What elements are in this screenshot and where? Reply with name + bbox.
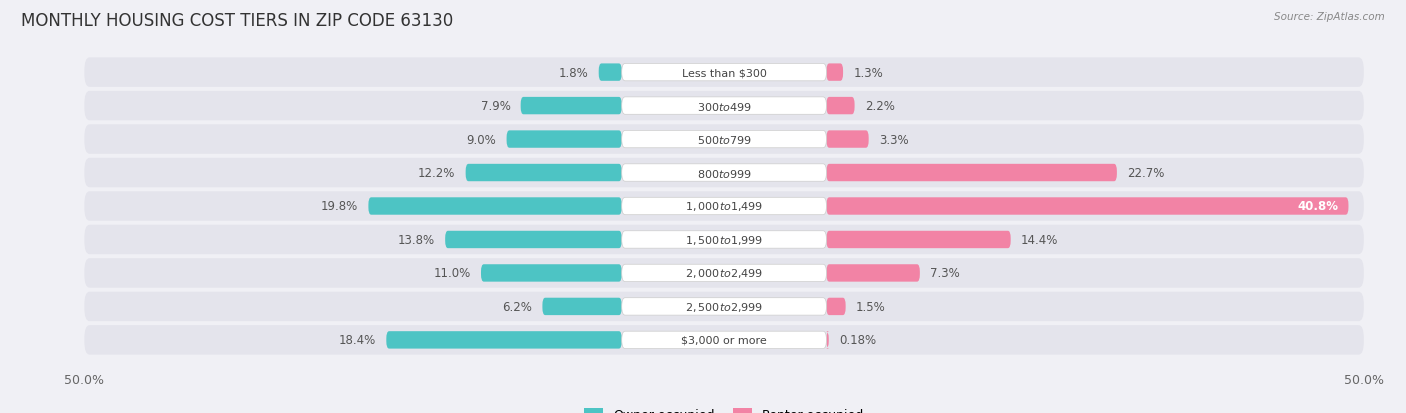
Text: 40.8%: 40.8%: [1298, 200, 1339, 213]
Text: MONTHLY HOUSING COST TIERS IN ZIP CODE 63130: MONTHLY HOUSING COST TIERS IN ZIP CODE 6…: [21, 12, 453, 30]
FancyBboxPatch shape: [599, 64, 621, 82]
Text: 12.2%: 12.2%: [418, 166, 456, 180]
Text: 7.3%: 7.3%: [931, 267, 960, 280]
FancyBboxPatch shape: [825, 331, 830, 349]
FancyBboxPatch shape: [621, 231, 827, 249]
FancyBboxPatch shape: [387, 331, 621, 349]
Text: Source: ZipAtlas.com: Source: ZipAtlas.com: [1274, 12, 1385, 22]
Text: Less than $300: Less than $300: [682, 68, 766, 78]
FancyBboxPatch shape: [621, 265, 827, 282]
FancyBboxPatch shape: [827, 298, 845, 316]
Text: 22.7%: 22.7%: [1128, 166, 1164, 180]
Text: 7.9%: 7.9%: [481, 100, 510, 113]
FancyBboxPatch shape: [827, 64, 844, 82]
FancyBboxPatch shape: [84, 292, 1364, 321]
Text: 14.4%: 14.4%: [1021, 233, 1059, 247]
FancyBboxPatch shape: [827, 198, 1348, 215]
Text: 19.8%: 19.8%: [321, 200, 359, 213]
Text: 0.18%: 0.18%: [839, 334, 876, 347]
Text: 1.8%: 1.8%: [558, 66, 589, 79]
Text: 1.3%: 1.3%: [853, 66, 883, 79]
Text: $3,000 or more: $3,000 or more: [682, 335, 766, 345]
Text: $2,500 to $2,999: $2,500 to $2,999: [685, 300, 763, 313]
FancyBboxPatch shape: [827, 231, 1011, 249]
FancyBboxPatch shape: [368, 198, 621, 215]
Text: $800 to $999: $800 to $999: [696, 167, 752, 179]
Text: $2,000 to $2,499: $2,000 to $2,499: [685, 267, 763, 280]
Text: $300 to $499: $300 to $499: [696, 100, 752, 112]
FancyBboxPatch shape: [481, 265, 621, 282]
FancyBboxPatch shape: [84, 259, 1364, 288]
Text: 13.8%: 13.8%: [398, 233, 434, 247]
FancyBboxPatch shape: [827, 97, 855, 115]
FancyBboxPatch shape: [621, 97, 827, 115]
FancyBboxPatch shape: [84, 92, 1364, 121]
FancyBboxPatch shape: [621, 164, 827, 182]
Text: 3.3%: 3.3%: [879, 133, 908, 146]
Text: $500 to $799: $500 to $799: [696, 134, 752, 146]
FancyBboxPatch shape: [621, 64, 827, 82]
FancyBboxPatch shape: [84, 159, 1364, 188]
FancyBboxPatch shape: [84, 225, 1364, 254]
Text: 18.4%: 18.4%: [339, 334, 375, 347]
FancyBboxPatch shape: [621, 131, 827, 148]
FancyBboxPatch shape: [465, 164, 621, 182]
Text: $1,000 to $1,499: $1,000 to $1,499: [685, 200, 763, 213]
Text: $1,500 to $1,999: $1,500 to $1,999: [685, 233, 763, 247]
Text: 6.2%: 6.2%: [502, 300, 533, 313]
Text: 1.5%: 1.5%: [856, 300, 886, 313]
FancyBboxPatch shape: [827, 164, 1116, 182]
FancyBboxPatch shape: [827, 131, 869, 148]
Legend: Owner-occupied, Renter-occupied: Owner-occupied, Renter-occupied: [579, 404, 869, 413]
FancyBboxPatch shape: [520, 97, 621, 115]
FancyBboxPatch shape: [84, 125, 1364, 154]
FancyBboxPatch shape: [827, 265, 920, 282]
Text: 11.0%: 11.0%: [433, 267, 471, 280]
FancyBboxPatch shape: [84, 325, 1364, 355]
FancyBboxPatch shape: [446, 231, 621, 249]
FancyBboxPatch shape: [621, 198, 827, 215]
Text: 2.2%: 2.2%: [865, 100, 894, 113]
FancyBboxPatch shape: [506, 131, 621, 148]
FancyBboxPatch shape: [621, 331, 827, 349]
FancyBboxPatch shape: [543, 298, 621, 316]
FancyBboxPatch shape: [84, 192, 1364, 221]
Text: 9.0%: 9.0%: [467, 133, 496, 146]
FancyBboxPatch shape: [84, 58, 1364, 88]
FancyBboxPatch shape: [621, 298, 827, 316]
